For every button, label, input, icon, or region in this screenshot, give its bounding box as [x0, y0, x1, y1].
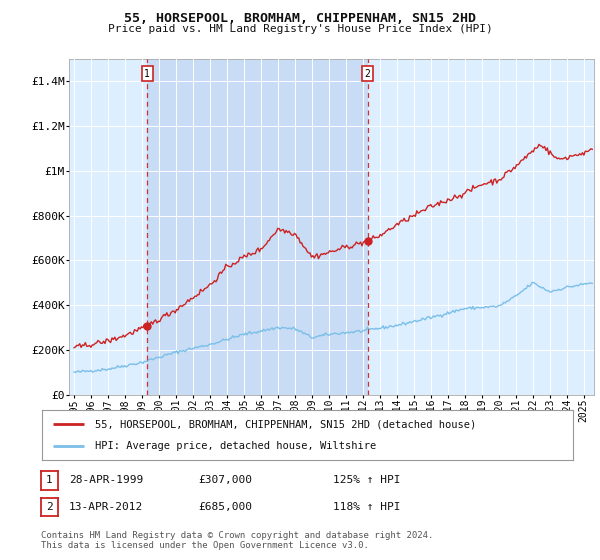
Text: 2: 2	[365, 69, 371, 79]
Text: 1: 1	[46, 475, 53, 486]
Bar	[147, 59, 368, 395]
Text: 28-APR-1999: 28-APR-1999	[69, 475, 143, 486]
Text: £685,000: £685,000	[198, 502, 252, 512]
Text: 2: 2	[46, 502, 53, 512]
Text: 125% ↑ HPI: 125% ↑ HPI	[333, 475, 401, 486]
Text: 1: 1	[144, 69, 150, 79]
Text: 118% ↑ HPI: 118% ↑ HPI	[333, 502, 401, 512]
Text: 55, HORSEPOOL, BROMHAM, CHIPPENHAM, SN15 2HD (detached house): 55, HORSEPOOL, BROMHAM, CHIPPENHAM, SN15…	[95, 419, 476, 429]
Text: 13-APR-2012: 13-APR-2012	[69, 502, 143, 512]
Text: 55, HORSEPOOL, BROMHAM, CHIPPENHAM, SN15 2HD: 55, HORSEPOOL, BROMHAM, CHIPPENHAM, SN15…	[124, 12, 476, 25]
Text: HPI: Average price, detached house, Wiltshire: HPI: Average price, detached house, Wilt…	[95, 441, 376, 451]
Text: Contains HM Land Registry data © Crown copyright and database right 2024.
This d: Contains HM Land Registry data © Crown c…	[41, 531, 433, 550]
Text: Price paid vs. HM Land Registry's House Price Index (HPI): Price paid vs. HM Land Registry's House …	[107, 24, 493, 34]
Text: £307,000: £307,000	[198, 475, 252, 486]
